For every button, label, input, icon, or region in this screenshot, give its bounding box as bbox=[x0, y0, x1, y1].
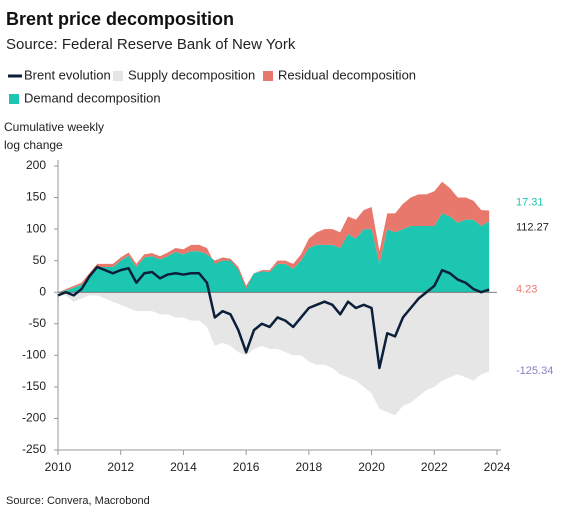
x-tick-label: 2012 bbox=[107, 460, 134, 474]
y-tick-label: 50 bbox=[33, 253, 47, 267]
y-axis-label: log change bbox=[4, 138, 63, 152]
y-tick-label: -250 bbox=[22, 442, 46, 456]
source-note: Source: Convera, Macrobond bbox=[6, 495, 150, 507]
legend-label: Demand decomposition bbox=[24, 90, 161, 105]
end-label: 4.23 bbox=[516, 283, 537, 295]
x-tick-label: 2010 bbox=[45, 460, 72, 474]
area bbox=[58, 213, 490, 293]
y-tick-label: -200 bbox=[22, 411, 46, 425]
y-tick-label: 200 bbox=[26, 158, 46, 172]
y-tick-label: 150 bbox=[26, 190, 46, 204]
end-label: -125.34 bbox=[516, 365, 553, 377]
legend-marker bbox=[263, 71, 273, 81]
legend-marker bbox=[9, 94, 19, 104]
legend-label: Brent evolution bbox=[24, 67, 111, 82]
x-tick-label: 2014 bbox=[170, 460, 197, 474]
legend-label: Residual decomposition bbox=[278, 67, 416, 82]
y-tick-label: 100 bbox=[26, 221, 46, 235]
chart-subtitle: Source: Federal Reserve Bank of New York bbox=[6, 36, 296, 53]
y-tick-label: -150 bbox=[22, 379, 46, 393]
x-tick-label: 2024 bbox=[484, 460, 511, 474]
x-tick-label: 2016 bbox=[233, 460, 260, 474]
end-label: 17.31 bbox=[516, 196, 544, 208]
legend-marker bbox=[113, 71, 123, 81]
chart-title: Brent price decomposition bbox=[6, 9, 234, 29]
legend-label: Supply decomposition bbox=[128, 67, 255, 82]
area bbox=[58, 292, 490, 416]
x-tick-label: 2022 bbox=[421, 460, 448, 474]
y-axis-label: Cumulative weekly bbox=[4, 120, 104, 134]
area bbox=[58, 181, 490, 293]
x-tick-label: 2020 bbox=[358, 460, 385, 474]
y-tick-label: -50 bbox=[29, 316, 47, 330]
y-tick-label: 0 bbox=[39, 284, 46, 298]
end-label: 112.27 bbox=[516, 221, 549, 233]
line bbox=[57, 265, 490, 370]
x-tick-label: 2018 bbox=[296, 460, 323, 474]
y-tick-label: -100 bbox=[22, 348, 46, 362]
